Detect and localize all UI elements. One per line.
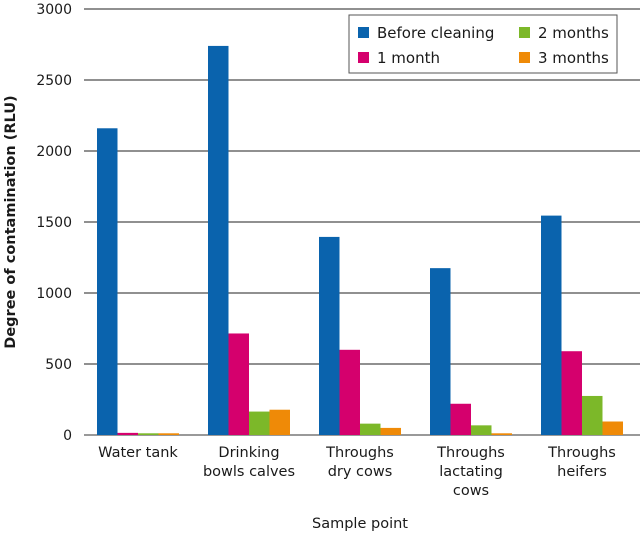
x-category-label: Water tank: [98, 445, 178, 461]
bar: [471, 425, 492, 435]
y-tick-label: 1000: [36, 286, 72, 302]
bar: [339, 349, 360, 435]
bar: [430, 268, 451, 435]
bar: [491, 433, 512, 435]
x-category-label: Throughs dry cows: [325, 445, 394, 480]
legend-label: Before cleaning: [377, 24, 494, 42]
legend-frame: [348, 14, 618, 74]
x-axis-categories: Water tank Drinking bowls calves Throughs dr…: [98, 445, 616, 499]
legend-swatch: [519, 27, 530, 38]
legend-swatch: [358, 52, 369, 63]
bar: [208, 45, 229, 436]
legend-label: 2 months: [538, 24, 609, 42]
legend-label: 1 month: [377, 49, 440, 67]
bar: [541, 215, 562, 435]
gridlines: [84, 8, 640, 436]
bar: [561, 351, 582, 435]
bar: [117, 432, 138, 435]
legend: Before cleaning 2 months 1 month 3 months: [348, 14, 618, 74]
bar: [158, 433, 179, 435]
y-axis-title: Degree of contamination (RLU): [3, 95, 19, 348]
y-tick-label: 0: [63, 428, 72, 444]
bar: [582, 395, 603, 435]
legend-swatch: [358, 27, 369, 38]
x-category-label: Drinking bowls calves: [203, 445, 295, 480]
x-category-label: Throughs lactating cows: [436, 445, 505, 499]
y-tick-label: 1500: [36, 215, 72, 231]
bar: [138, 433, 159, 435]
bar: [380, 427, 401, 435]
legend-label: 3 months: [538, 49, 609, 67]
y-tick-label: 3000: [36, 2, 72, 18]
bar: [249, 411, 270, 435]
bar: [228, 333, 249, 435]
bar: [269, 409, 290, 435]
bar: [602, 421, 623, 435]
bar: [97, 128, 118, 435]
bar: [319, 236, 340, 435]
bars: [97, 45, 623, 436]
legend-swatch: [519, 52, 530, 63]
x-axis-title: Sample point: [312, 516, 408, 532]
bar: [360, 423, 381, 435]
x-category-label: Throughs heifers: [547, 445, 616, 480]
bar: [450, 403, 471, 435]
y-tick-label: 2500: [36, 73, 72, 89]
y-axis-ticks: 0 500 1000 1500 2000 2500 3000: [36, 2, 72, 444]
y-tick-label: 500: [45, 357, 72, 373]
y-tick-label: 2000: [36, 144, 72, 160]
